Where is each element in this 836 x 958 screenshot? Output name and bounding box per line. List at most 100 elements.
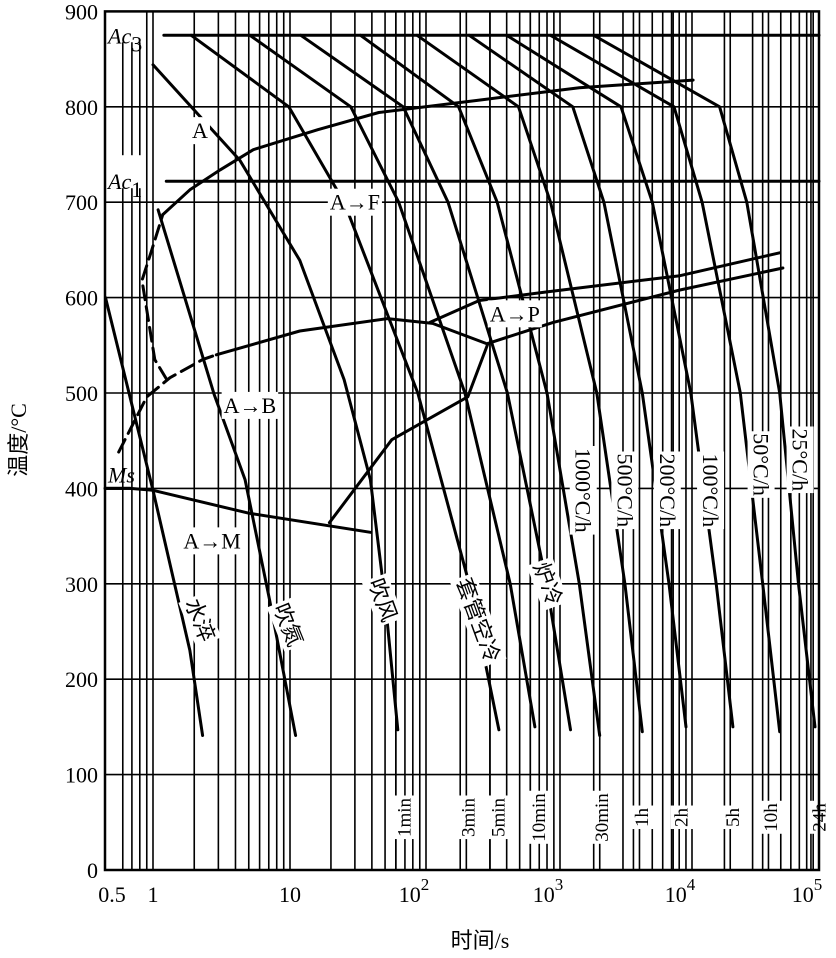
time-marker-label-background (721, 805, 745, 830)
x-tick-exponent: 4 (687, 875, 696, 894)
time-marker-label: 10h (760, 800, 784, 834)
time-marker-label-text: 30min (592, 793, 613, 842)
region-label-a-to-f-background (327, 188, 382, 216)
cooling-curve-rate-200 (467, 33, 688, 729)
time-marker-label: 5h (721, 805, 745, 830)
cooling-curve-label-background (361, 572, 404, 628)
subscript: 1 (131, 177, 142, 202)
y-tick-label: 100 (65, 763, 98, 788)
y-axis-title: 温度/°C (6, 403, 31, 477)
y-tick-label: 500 (65, 381, 98, 406)
cooling-curve-label: 200°C/h (653, 451, 681, 530)
cooling-curve-rate-500 (415, 33, 644, 734)
ferrite-start-line-dashed (140, 213, 169, 382)
bainite-start-line (214, 317, 488, 357)
cooling-curve-nitrogen-blow (156, 208, 298, 737)
time-marker-label-background (487, 795, 511, 840)
x-axis-title: 时间/s (451, 928, 510, 953)
time-marker-label-background (393, 795, 417, 840)
region-label-a-to-p-text: A→P (490, 301, 540, 326)
region-label-austenite: A (189, 117, 210, 145)
time-marker-label-text: 5h (723, 808, 744, 828)
region-label-a-to-p-background (487, 300, 542, 328)
region-label-a-to-m-background (181, 527, 243, 555)
time-marker-label: 10min (527, 790, 551, 844)
region-label-a-to-f-text: A→F (330, 190, 380, 215)
region-label-austenite-text: A (192, 118, 208, 143)
region-label-a-to-f: A→F (327, 188, 382, 216)
cooling-curve-label-background (653, 451, 681, 530)
time-marker-label-background (670, 805, 694, 830)
label-background (104, 155, 145, 189)
cooling-curve-label-background (449, 572, 507, 668)
plot-frame (103, 10, 821, 872)
cooling-curve-curve-unlabeled (248, 33, 537, 729)
time-marker-label: 2h (670, 805, 694, 830)
time-marker-label-background (760, 800, 784, 834)
y-tick-label: 700 (65, 190, 98, 215)
x-tick-exponent: 2 (421, 875, 430, 894)
x-tick-label: 105 (792, 875, 823, 907)
region-label-a-to-b-background (221, 391, 279, 419)
pearlite-finish-line (486, 266, 785, 345)
y-tick-label: 200 (65, 667, 98, 692)
time-marker-label-text: 5min (488, 798, 509, 838)
region-label-austenite-background (189, 117, 210, 145)
cooling-curve-label-text: 100°C/h (698, 454, 723, 528)
cooling-curve-label: 吹风 (361, 572, 404, 628)
y-tick-label: 300 (65, 572, 98, 597)
cooling-curve-label-background (747, 431, 775, 498)
ferrite-start-line (161, 78, 695, 217)
x-tick-label: 0.5 (98, 882, 126, 907)
region-label-a-to-m-text: A→M (183, 528, 240, 553)
cooling-curve-label-text: 200°C/h (655, 454, 680, 528)
grid (105, 10, 819, 871)
region-label-a-to-m: A→M (181, 527, 243, 555)
time-marker-label-background (527, 790, 551, 844)
x-tick-exponent: 3 (555, 875, 564, 894)
bainite-start-line-dashed (117, 353, 218, 454)
cooling-curve-label-text: 500°C/h (612, 454, 637, 528)
cooling-curve-rate-25 (592, 33, 817, 729)
time-marker-label: 1h (630, 805, 654, 830)
time-marker-label: 30min (591, 790, 615, 844)
cooling-curve-label-background (786, 426, 814, 494)
time-marker-label-text: 1min (394, 798, 415, 838)
x-tick-label: 1 (148, 882, 159, 907)
time-marker-label: 1min (393, 795, 417, 840)
cooling-curve-label-background (178, 592, 222, 648)
y-tick-label: 600 (65, 286, 98, 311)
y-tick-label: 800 (65, 95, 98, 120)
cooling-curve-label-background (569, 446, 597, 535)
cooling-curve-label-text: 50°C/h (749, 433, 774, 496)
y-tick-label: 400 (65, 476, 98, 501)
y-tick-label: 900 (65, 0, 98, 24)
subscript: 3 (131, 31, 142, 56)
cooling-curve-rate-100 (505, 33, 735, 729)
cooling-curve-label: 1000°C/h (569, 446, 597, 535)
cooling-curve-label-background (526, 556, 569, 611)
x-tick-exponent: 5 (814, 875, 823, 894)
cooling-curve-label-text: 25°C/h (788, 428, 813, 491)
time-marker-label-background (457, 795, 481, 840)
cooling-curve-label-background (697, 451, 725, 530)
time-marker-label-text: 3min (459, 798, 480, 838)
x-tick-label: 102 (399, 875, 430, 907)
time-marker-label-background (591, 790, 615, 844)
cooling-curve-rate-1000 (359, 33, 602, 737)
region-label-a-to-b-text: A→B (224, 393, 277, 418)
cooling-curve-label: 25°C/h (786, 426, 814, 494)
label-background (104, 9, 145, 43)
time-marker-label: 5min (487, 795, 511, 840)
region-label-a-to-b: A→B (221, 391, 279, 419)
region-label-a-to-p: A→P (487, 300, 542, 328)
cooling-curve-rate-50 (549, 33, 782, 734)
time-marker-label: 3min (457, 795, 481, 840)
time-marker-label-text: 1h (632, 808, 653, 828)
time-marker-label-background (630, 805, 654, 830)
cooling-curve-label: 水淬 (178, 592, 222, 648)
x-tick-label: 104 (665, 875, 696, 907)
time-marker-label-text: 10h (761, 803, 782, 832)
cooling-curve-label: 套管空冷 (449, 572, 507, 668)
